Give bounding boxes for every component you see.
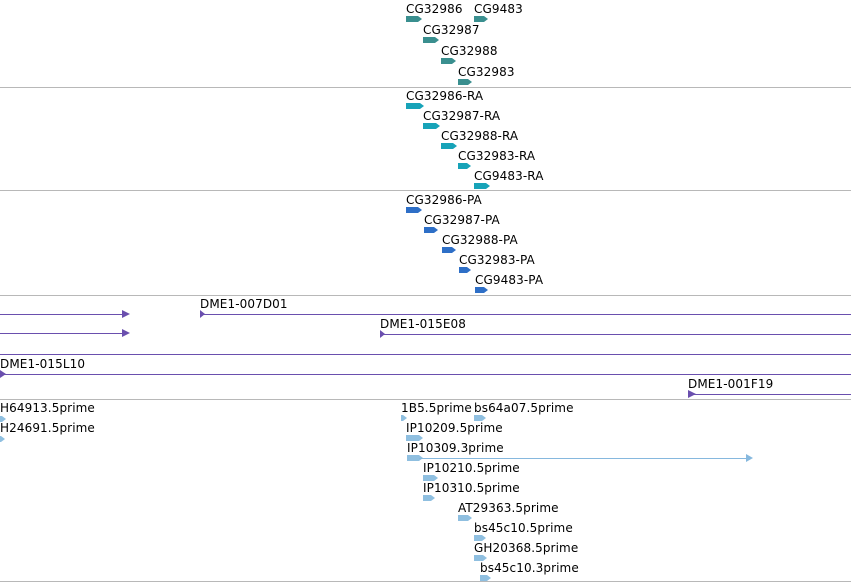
clone-line[interactable] (383, 334, 851, 335)
track-separator (0, 295, 851, 296)
est-label: IP10310.5prime (423, 481, 520, 495)
est-feature[interactable] (0, 416, 6, 422)
track-separator (0, 581, 851, 582)
transcript-feature[interactable] (474, 183, 490, 189)
est-label: bs45c10.3prime (480, 561, 579, 575)
gene-track: CG32986 CG9483 CG32987 CG32988 CG32983 (0, 0, 851, 87)
clone-track: DME1-007D01 DME1-015E08 DME1-015L10 DME1… (0, 296, 851, 399)
est-label: bs64a07.5prime (474, 401, 574, 415)
clone-label: DME1-001F19 (688, 377, 774, 391)
protein-track: CG32986-PA CG32987-PA CG32988-PA CG32983… (0, 191, 851, 295)
feature-label: CG32986-RA (406, 89, 484, 103)
est-label: GH20368.5prime (474, 541, 579, 555)
track-separator (0, 190, 851, 191)
feature-label: CG32987-RA (423, 109, 501, 123)
est-label: bs45c10.5prime (474, 521, 573, 535)
est-label: IP10309.3prime (407, 441, 504, 455)
est-feature[interactable] (407, 455, 423, 461)
est-feature[interactable] (474, 535, 486, 541)
gene-feature[interactable] (441, 58, 456, 64)
transcript-track: CG32986-RA CG32987-RA CG32988-RA CG32983… (0, 88, 851, 190)
feature-label: CG9483-RA (474, 169, 544, 183)
est-feature[interactable] (401, 415, 407, 421)
est-label: H64913.5prime (0, 401, 95, 415)
gene-feature[interactable] (474, 16, 488, 22)
gene-feature[interactable] (423, 37, 439, 43)
feature-label: CG32988-RA (441, 129, 519, 143)
clone-arrow-icon (122, 310, 130, 318)
feature-label: CG9483-PA (475, 273, 544, 287)
track-separator (0, 87, 851, 88)
feature-label: CG32986 (406, 2, 463, 16)
feature-label: CG32983 (458, 65, 515, 79)
feature-label: CG32986-PA (406, 193, 482, 207)
transcript-feature[interactable] (423, 123, 440, 129)
protein-feature[interactable] (475, 287, 488, 293)
est-arrow-icon (746, 454, 753, 462)
est-label: IP10210.5prime (423, 461, 520, 475)
protein-feature[interactable] (424, 227, 438, 233)
feature-label: CG32987-PA (424, 213, 500, 227)
feature-label: CG32983-RA (458, 149, 536, 163)
est-feature[interactable] (474, 555, 487, 561)
est-feature[interactable] (474, 415, 486, 421)
clone-line[interactable] (203, 314, 851, 315)
est-feature[interactable] (0, 436, 5, 442)
est-line[interactable] (419, 458, 747, 459)
protein-feature[interactable] (442, 247, 456, 253)
est-label: 1B5.5prime (401, 401, 472, 415)
est-feature[interactable] (406, 435, 423, 441)
gene-feature[interactable] (458, 79, 472, 85)
clone-arrow-icon (200, 310, 205, 318)
est-track: H64913.5prime H24691.5prime 1B5.5prime b… (0, 400, 851, 583)
est-feature[interactable] (480, 575, 491, 581)
est-feature[interactable] (423, 495, 435, 501)
est-label: H24691.5prime (0, 421, 95, 435)
est-feature[interactable] (458, 515, 472, 521)
feature-label: CG32983-PA (459, 253, 535, 267)
clone-label: DME1-007D01 (200, 297, 288, 311)
est-label: IP10209.5prime (406, 421, 503, 435)
clone-line[interactable] (0, 333, 126, 334)
gene-feature[interactable] (406, 16, 422, 22)
protein-feature[interactable] (406, 207, 422, 213)
transcript-feature[interactable] (458, 163, 471, 169)
clone-label: DME1-015E08 (380, 317, 466, 331)
track-separator (0, 399, 851, 400)
feature-label: CG32987 (423, 23, 480, 37)
transcript-feature[interactable] (441, 143, 457, 149)
clone-line[interactable] (0, 314, 126, 315)
protein-feature[interactable] (459, 267, 471, 273)
feature-label: CG32988 (441, 44, 498, 58)
feature-label: CG32988-PA (442, 233, 518, 247)
clone-line[interactable] (0, 354, 851, 355)
est-label: AT29363.5prime (458, 501, 559, 515)
clone-line[interactable] (692, 394, 851, 395)
transcript-feature[interactable] (406, 103, 424, 109)
feature-label: CG9483 (474, 2, 523, 16)
clone-arrow-icon (380, 330, 385, 338)
clone-line[interactable] (3, 374, 851, 375)
clone-arrow-icon (122, 329, 130, 337)
est-feature[interactable] (423, 475, 438, 481)
clone-label: DME1-015L10 (0, 357, 86, 371)
